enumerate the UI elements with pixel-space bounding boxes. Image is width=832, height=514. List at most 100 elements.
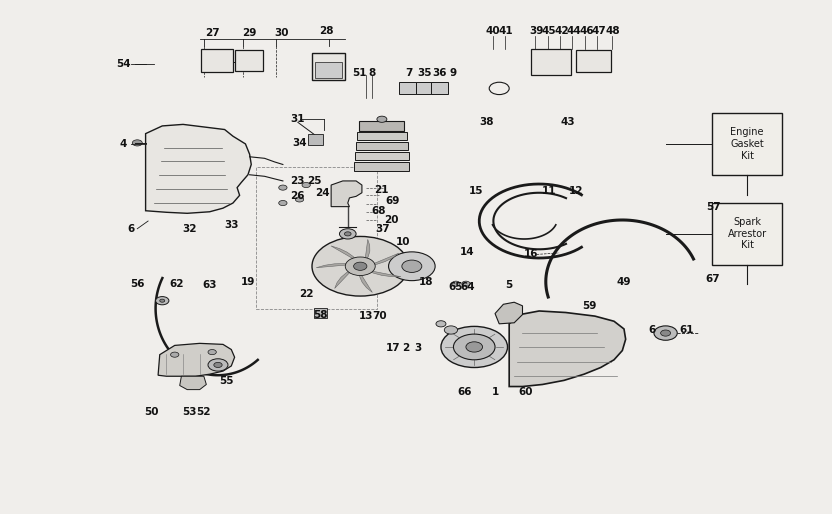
Bar [315,62,342,78]
Bar [712,203,783,265]
Text: 16: 16 [523,249,538,260]
Circle shape [160,299,165,302]
Text: 7: 7 [406,68,413,78]
Text: 26: 26 [290,191,305,201]
Polygon shape [495,302,522,324]
Bar [354,162,409,171]
Text: 20: 20 [384,215,399,225]
Bar [712,113,783,175]
Circle shape [389,252,435,281]
Text: 14: 14 [460,247,475,257]
Text: 6: 6 [128,224,135,234]
Bar [576,50,611,72]
Polygon shape [366,270,401,277]
Bar [357,132,407,140]
Text: 42: 42 [554,26,569,36]
Circle shape [452,281,460,286]
Bar [359,121,404,131]
Text: 55: 55 [219,376,234,387]
Polygon shape [316,264,353,268]
Text: 59: 59 [582,301,597,311]
Text: 9: 9 [450,68,457,78]
Text: 29: 29 [242,28,257,39]
Circle shape [654,326,677,340]
Text: 40: 40 [485,26,500,36]
Text: 37: 37 [375,224,390,234]
Circle shape [344,232,351,236]
Bar [531,49,571,75]
Text: 39: 39 [529,26,544,36]
Circle shape [453,334,495,360]
Circle shape [156,297,169,305]
Bar [256,167,377,309]
Text: 47: 47 [592,26,607,36]
Bar [356,142,408,150]
Text: Engine
Gasket
Kit: Engine Gasket Kit [730,127,764,160]
Circle shape [462,281,470,286]
Text: 10: 10 [395,236,410,247]
Text: 13: 13 [359,311,374,321]
Polygon shape [334,269,353,288]
Bar [201,49,233,72]
Text: 19: 19 [240,277,255,287]
Text: 36: 36 [432,68,447,78]
Text: 2: 2 [403,343,409,354]
Text: 24: 24 [315,188,330,198]
Text: 66: 66 [457,387,472,397]
Text: 44: 44 [567,26,582,36]
Polygon shape [509,311,626,387]
Text: 17: 17 [385,343,400,354]
Circle shape [214,362,222,368]
Text: 60: 60 [518,387,533,397]
Circle shape [345,257,375,276]
Polygon shape [359,271,373,292]
Text: 27: 27 [205,28,220,39]
Text: 15: 15 [468,186,483,196]
Text: 67: 67 [706,273,721,284]
Circle shape [302,182,310,188]
Text: 11: 11 [542,186,557,196]
Circle shape [444,326,458,334]
Text: 31: 31 [290,114,305,124]
Circle shape [354,262,367,270]
Text: 8: 8 [369,68,375,78]
Text: 18: 18 [418,277,433,287]
Text: 54: 54 [116,59,131,69]
Text: 12: 12 [568,186,583,196]
Circle shape [661,330,671,336]
Circle shape [339,229,356,239]
Text: 22: 22 [299,289,314,299]
Circle shape [466,342,483,352]
Text: 50: 50 [144,407,159,417]
Text: 21: 21 [374,185,389,195]
Polygon shape [369,253,399,266]
Circle shape [279,185,287,190]
Text: 69: 69 [385,196,400,207]
Text: 49: 49 [617,277,631,287]
Text: 51: 51 [352,68,367,78]
Bar [235,50,263,71]
Text: 43: 43 [560,117,575,127]
Text: 58: 58 [313,309,328,320]
Circle shape [377,116,387,122]
Text: 5: 5 [506,280,513,290]
Text: 65: 65 [448,282,463,292]
Circle shape [295,197,304,202]
Text: 56: 56 [130,279,145,289]
Circle shape [402,260,422,272]
Text: 35: 35 [417,68,432,78]
Circle shape [132,140,142,146]
Text: 28: 28 [319,26,334,36]
Circle shape [441,326,508,368]
Text: 23: 23 [290,176,305,186]
Bar [431,82,448,94]
Text: 33: 33 [224,220,239,230]
Text: 25: 25 [307,176,322,186]
Bar [355,152,409,160]
Text: 6: 6 [649,325,656,335]
Bar [308,134,323,145]
Bar [416,82,433,94]
Text: 63: 63 [202,280,217,290]
Bar [314,308,327,318]
Text: 53: 53 [182,407,197,417]
